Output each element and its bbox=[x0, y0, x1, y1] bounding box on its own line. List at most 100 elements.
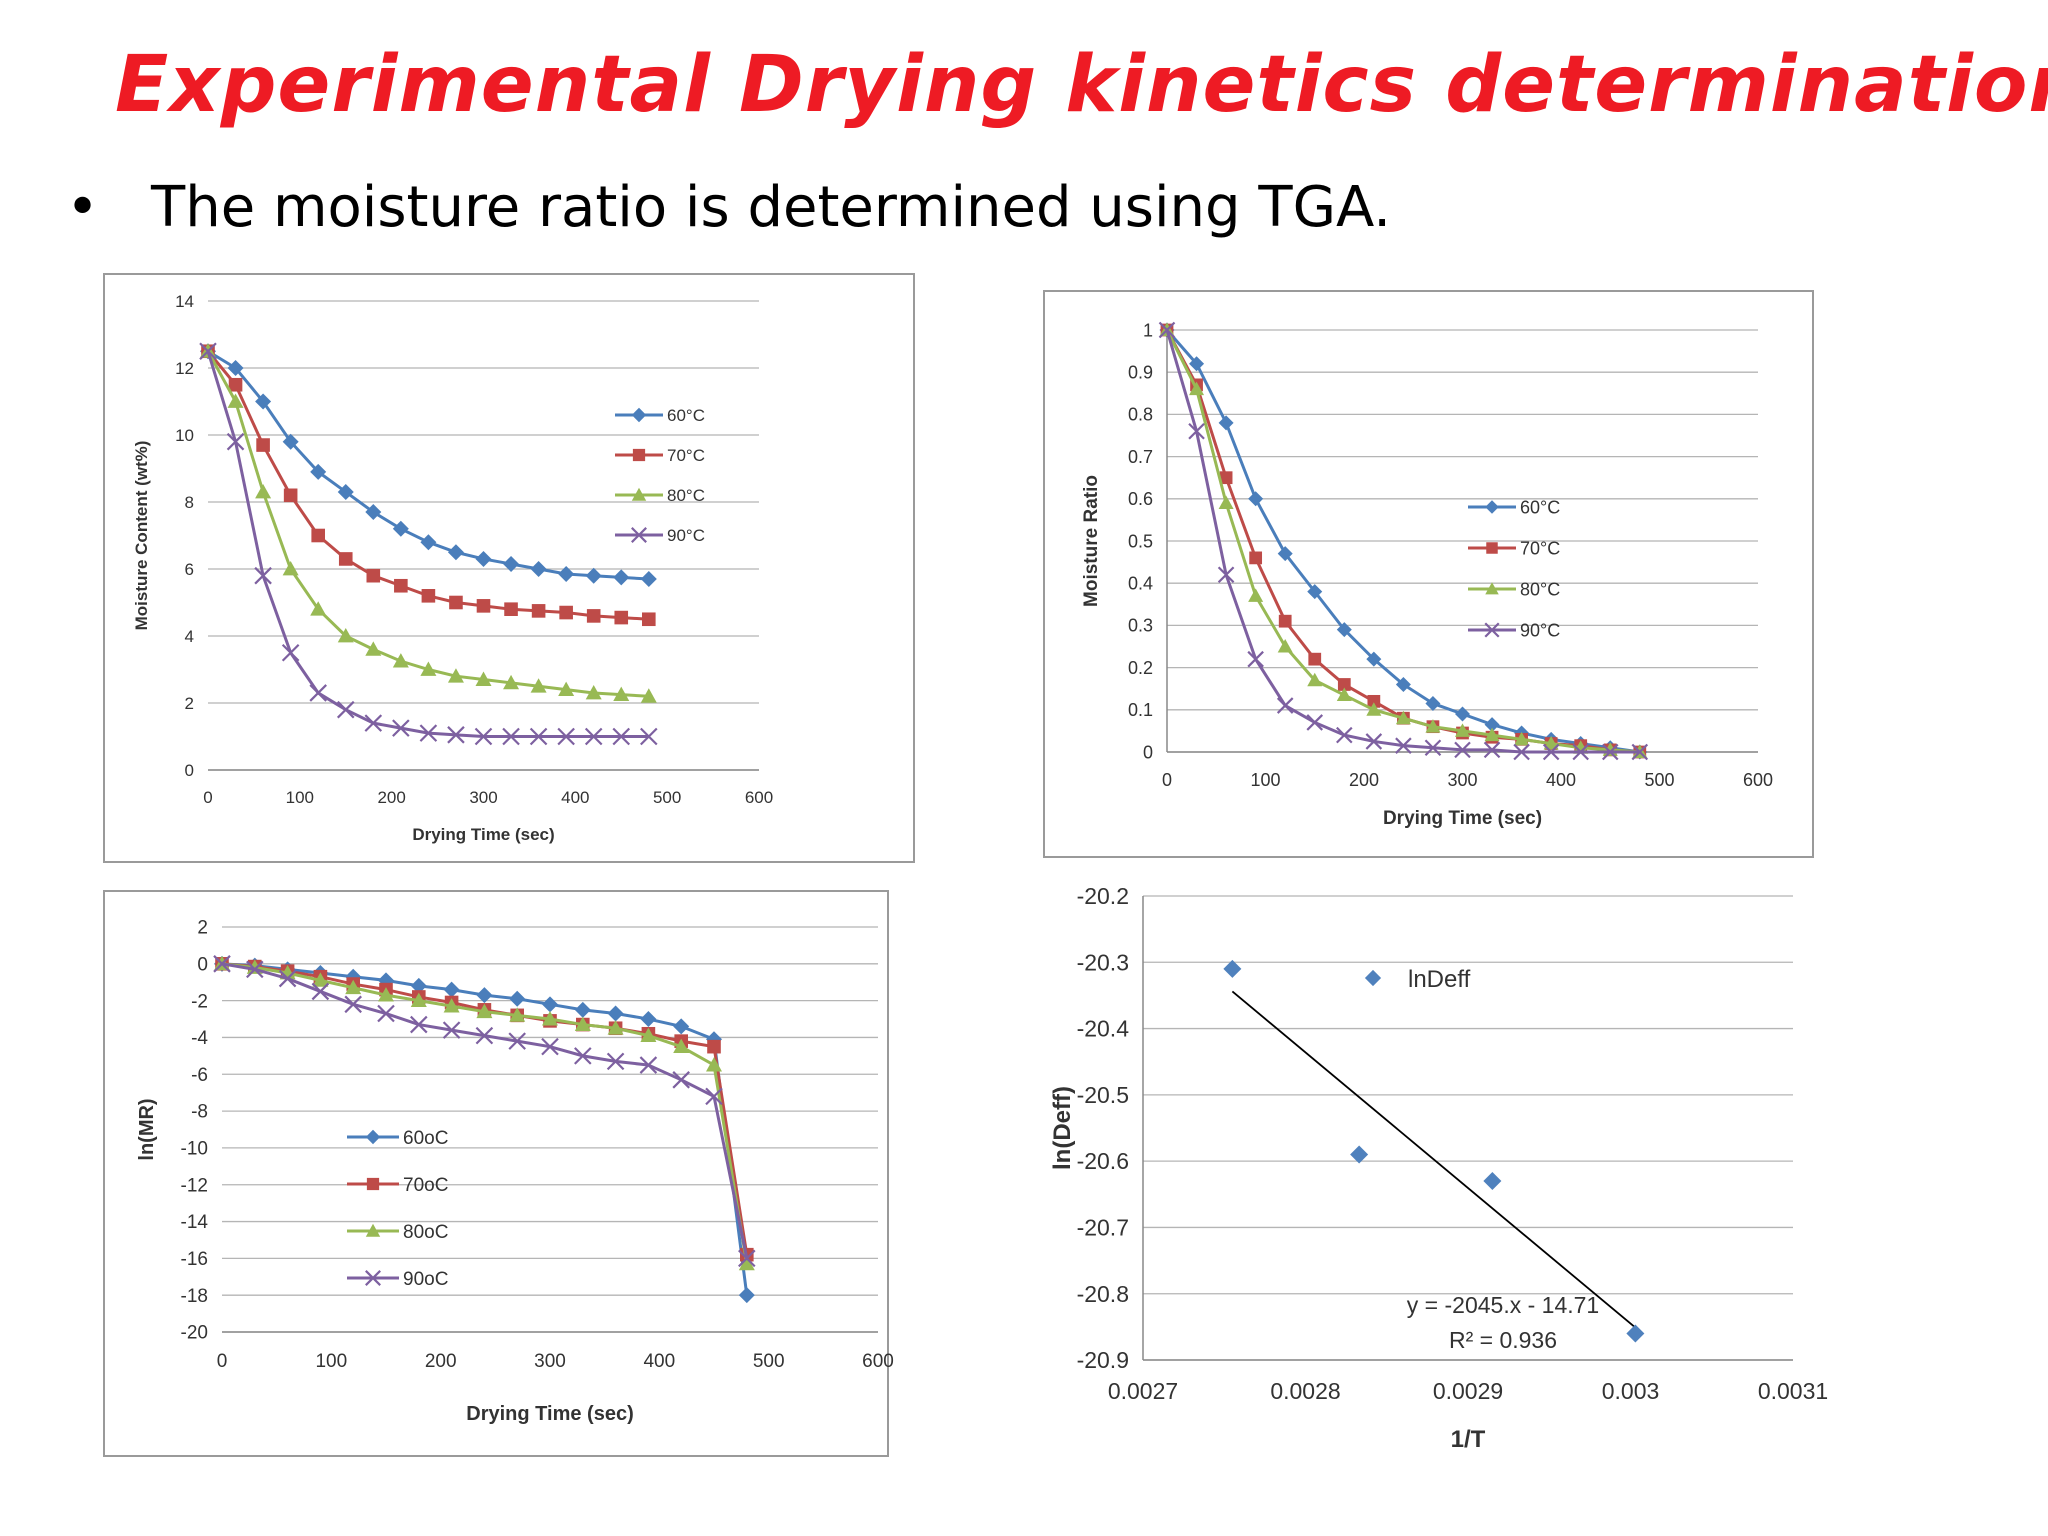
data-point bbox=[213, 955, 231, 973]
x-tick-label: 400 bbox=[1546, 770, 1576, 790]
data-point bbox=[337, 483, 354, 500]
data-point bbox=[1484, 727, 1500, 742]
y-tick-label: 0 bbox=[197, 954, 208, 975]
data-point bbox=[336, 700, 355, 719]
data-point bbox=[255, 393, 272, 410]
legend-label: 80oC bbox=[403, 1222, 448, 1243]
x-tick-label: 300 bbox=[469, 788, 497, 807]
data-point bbox=[559, 605, 573, 620]
data-point bbox=[226, 432, 245, 451]
data-point bbox=[1483, 741, 1501, 759]
data-point bbox=[586, 609, 601, 623]
x-tick-label: 100 bbox=[315, 1351, 347, 1372]
legend-item: 60°C bbox=[615, 406, 705, 425]
y-tick-label: 6 bbox=[185, 560, 194, 579]
y-tick-label: -10 bbox=[181, 1139, 208, 1160]
data-point bbox=[574, 1016, 591, 1031]
data-point bbox=[1395, 676, 1411, 692]
legend: 60°C 70°C 80°C 90°C bbox=[615, 406, 705, 545]
y-axis-label: Moisture Ratio bbox=[1081, 475, 1102, 607]
data-point bbox=[475, 671, 492, 686]
data-point bbox=[476, 599, 491, 613]
y-tick-label: -20.4 bbox=[1077, 1016, 1130, 1042]
legend-marker bbox=[365, 1270, 381, 1286]
data-point bbox=[474, 727, 493, 746]
x-tick-label: 200 bbox=[425, 1351, 457, 1372]
data-point bbox=[1337, 678, 1351, 691]
data-point bbox=[508, 1032, 526, 1050]
legend-marker bbox=[1485, 500, 1499, 514]
data-point bbox=[707, 1039, 721, 1054]
data-point bbox=[541, 1037, 559, 1056]
legend-label: 70oC bbox=[403, 1175, 448, 1196]
data-point bbox=[282, 561, 299, 576]
x-tick-labels: 0 100 200 300 400 500 600 bbox=[203, 788, 773, 807]
data-point bbox=[255, 483, 272, 499]
data-point bbox=[1484, 717, 1500, 733]
legend-marker bbox=[631, 407, 647, 423]
data-point bbox=[1336, 622, 1352, 638]
legend-item: lnDeff bbox=[1364, 966, 1471, 993]
y-tick-label: -20.8 bbox=[1077, 1281, 1129, 1307]
x-tick-label: 0.0027 bbox=[1108, 1378, 1178, 1404]
data-point bbox=[1217, 566, 1235, 584]
trendline bbox=[1231, 990, 1636, 1329]
legend-label: 80°C bbox=[1520, 579, 1560, 599]
legend-marker bbox=[366, 1177, 380, 1191]
data-point bbox=[1395, 737, 1412, 754]
y-tick-label: 0.4 bbox=[1128, 574, 1153, 594]
data-point bbox=[344, 995, 362, 1014]
data-point bbox=[574, 1001, 591, 1018]
x-tick-label: 600 bbox=[1743, 770, 1773, 790]
y-tick-label: -12 bbox=[181, 1175, 208, 1196]
y-tick-label: 2 bbox=[197, 918, 208, 939]
data-point bbox=[738, 1249, 756, 1268]
scatter-series bbox=[1223, 959, 1645, 1343]
data-point bbox=[503, 674, 520, 690]
data-point bbox=[1483, 1172, 1502, 1191]
y-tick-label: 0 bbox=[1143, 742, 1153, 762]
data-point bbox=[509, 1007, 526, 1022]
x-axis-label: Drying Time (sec) bbox=[412, 825, 554, 844]
x-tick-label: 600 bbox=[745, 788, 773, 807]
y-tick-label: 2 bbox=[185, 694, 194, 713]
data-point bbox=[254, 566, 272, 585]
y-axis-label: Moisture Content (wt%) bbox=[132, 441, 151, 631]
legend-item: 80°C bbox=[615, 486, 705, 505]
data-point bbox=[1367, 694, 1381, 708]
data-point bbox=[365, 641, 382, 656]
slide-title: Experimental Drying kinetics determinati… bbox=[115, 40, 2048, 130]
x-tick-label: 0.0029 bbox=[1433, 1378, 1503, 1404]
data-point bbox=[442, 1021, 461, 1039]
data-point bbox=[738, 1287, 755, 1304]
data-point bbox=[530, 561, 547, 577]
data-point bbox=[614, 610, 629, 625]
data-point bbox=[476, 1003, 493, 1019]
y-tick-labels: -20.9 -20.8 -20.7 -20.6 -20.5 -20.4 -20.3 -20.2 bbox=[1077, 883, 1130, 1373]
data-point bbox=[1189, 356, 1205, 372]
data-point bbox=[475, 550, 492, 567]
data-point bbox=[1188, 423, 1205, 440]
data-point bbox=[443, 998, 460, 1013]
data-point bbox=[364, 714, 383, 732]
data-point bbox=[585, 684, 602, 700]
legend-label: 70°C bbox=[667, 446, 705, 465]
data-point bbox=[1514, 731, 1530, 746]
series-4 bbox=[213, 955, 756, 1268]
data-point bbox=[672, 1071, 690, 1089]
data-point bbox=[613, 686, 630, 702]
series-3 bbox=[200, 343, 657, 703]
legend-label: 90°C bbox=[667, 526, 705, 545]
data-point bbox=[1424, 739, 1442, 757]
data-point bbox=[1308, 652, 1322, 666]
bullet-dot: • bbox=[66, 175, 100, 240]
data-point bbox=[1276, 697, 1294, 714]
gridlines bbox=[222, 926, 878, 1333]
data-point bbox=[606, 1052, 625, 1071]
data-point bbox=[282, 433, 299, 450]
y-axis-label: ln(MR) bbox=[136, 1098, 158, 1160]
data-point bbox=[640, 727, 658, 746]
data-point bbox=[1247, 650, 1264, 668]
data-point bbox=[558, 566, 575, 583]
